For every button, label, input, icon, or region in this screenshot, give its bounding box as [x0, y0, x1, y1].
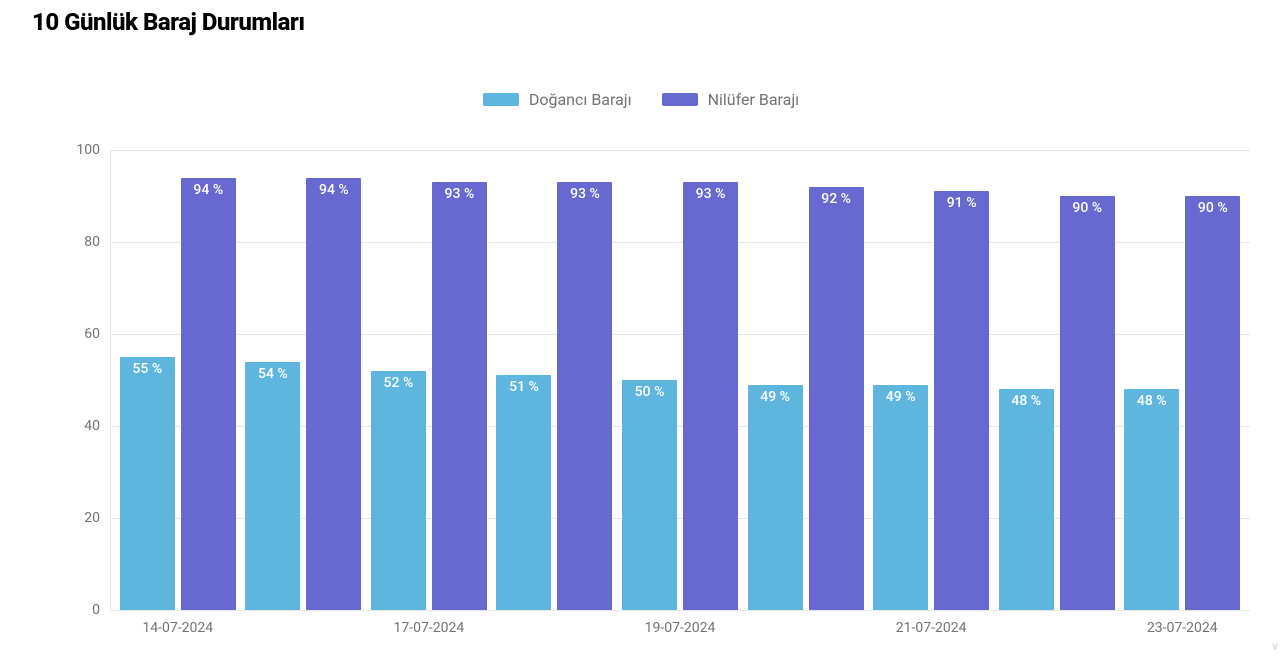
- bar-series1[interactable]: 50 %: [622, 380, 677, 610]
- bar-value-label: 90 %: [1060, 200, 1115, 216]
- bar-series2[interactable]: 90 %: [1060, 196, 1115, 610]
- grid-line: [110, 610, 1250, 611]
- legend-item-doganci[interactable]: Doğancı Barajı: [483, 90, 632, 109]
- bar-value-label: 48 %: [1124, 393, 1179, 409]
- legend-label-nilufer: Nilüfer Barajı: [708, 90, 800, 109]
- bar-series1[interactable]: 49 %: [748, 385, 803, 610]
- bar-series2[interactable]: 94 %: [181, 178, 236, 610]
- bar-series2[interactable]: 93 %: [557, 182, 612, 610]
- bar-value-label: 92 %: [809, 191, 864, 207]
- x-axis: 14-07-2024 17-07-2024 19-07-2024 21-07-2024…: [110, 614, 1250, 644]
- x-tick-label: 14-07-2024: [142, 620, 213, 636]
- bar-group: 52 % 93 %: [366, 150, 492, 610]
- bar-value-label: 93 %: [432, 186, 487, 202]
- chart-legend: Doğancı Barajı Nilüfer Barajı: [0, 90, 1282, 109]
- bar-series2[interactable]: 90 %: [1185, 196, 1240, 610]
- bar-series1[interactable]: 49 %: [873, 385, 928, 610]
- y-tick-label: 100: [70, 142, 100, 158]
- bar-group: 55 % 94 %: [115, 150, 241, 610]
- bar-group: 49 % 91 %: [868, 150, 994, 610]
- bar-series1[interactable]: 55 %: [120, 357, 175, 610]
- bar-group: 49 % 92 %: [743, 150, 869, 610]
- bar-series1[interactable]: 51 %: [496, 375, 551, 610]
- legend-swatch-doganci: [483, 93, 519, 106]
- bar-value-label: 52 %: [371, 375, 426, 391]
- y-tick-label: 60: [70, 326, 100, 342]
- bar-groups: 55 % 94 % 54 % 94 % 52 % 93 % 51 % 93 % 50 % 93 %…: [110, 150, 1250, 610]
- bar-series2[interactable]: 93 %: [432, 182, 487, 610]
- bar-series1[interactable]: 52 %: [371, 371, 426, 610]
- bar-series1[interactable]: 54 %: [245, 362, 300, 610]
- bar-value-label: 93 %: [683, 186, 738, 202]
- bar-value-label: 91 %: [934, 195, 989, 211]
- y-tick-label: 80: [70, 234, 100, 250]
- legend-item-nilufer[interactable]: Nilüfer Barajı: [662, 90, 800, 109]
- bar-group: 54 % 94 %: [241, 150, 367, 610]
- bar-value-label: 94 %: [306, 182, 361, 198]
- bar-value-label: 51 %: [496, 379, 551, 395]
- y-tick-label: 20: [70, 510, 100, 526]
- bar-value-label: 90 %: [1185, 200, 1240, 216]
- bar-series2[interactable]: 92 %: [809, 187, 864, 610]
- bar-value-label: 48 %: [999, 393, 1054, 409]
- corner-footnote: v: [1272, 639, 1278, 653]
- y-tick-label: 0: [70, 602, 100, 618]
- bar-value-label: 55 %: [120, 361, 175, 377]
- bar-value-label: 50 %: [622, 384, 677, 400]
- x-tick-label: 17-07-2024: [394, 620, 465, 636]
- bar-group: 48 % 90 %: [1120, 150, 1246, 610]
- bar-series2[interactable]: 93 %: [683, 182, 738, 610]
- y-tick-label: 40: [70, 418, 100, 434]
- x-tick-label: 19-07-2024: [645, 620, 716, 636]
- bar-group: 50 % 93 %: [617, 150, 743, 610]
- bar-series2[interactable]: 91 %: [934, 191, 989, 610]
- bar-value-label: 54 %: [245, 366, 300, 382]
- bar-value-label: 49 %: [748, 389, 803, 405]
- bar-group: 51 % 93 %: [492, 150, 618, 610]
- chart-title: 10 Günlük Baraj Durumları: [32, 8, 305, 36]
- x-tick-label: 21-07-2024: [896, 620, 967, 636]
- legend-label-doganci: Doğancı Barajı: [529, 90, 632, 109]
- bar-value-label: 93 %: [557, 186, 612, 202]
- x-tick-label: 23-07-2024: [1147, 620, 1218, 636]
- bar-group: 48 % 90 %: [994, 150, 1120, 610]
- bar-value-label: 94 %: [181, 182, 236, 198]
- bar-value-label: 49 %: [873, 389, 928, 405]
- legend-swatch-nilufer: [662, 93, 698, 106]
- chart-plot-area: 020406080100 55 %94 %54 %94 %52 %93 %51 …: [110, 150, 1250, 610]
- bar-series2[interactable]: 94 %: [306, 178, 361, 610]
- bar-series1[interactable]: 48 %: [999, 389, 1054, 610]
- bar-series1[interactable]: 48 %: [1124, 389, 1179, 610]
